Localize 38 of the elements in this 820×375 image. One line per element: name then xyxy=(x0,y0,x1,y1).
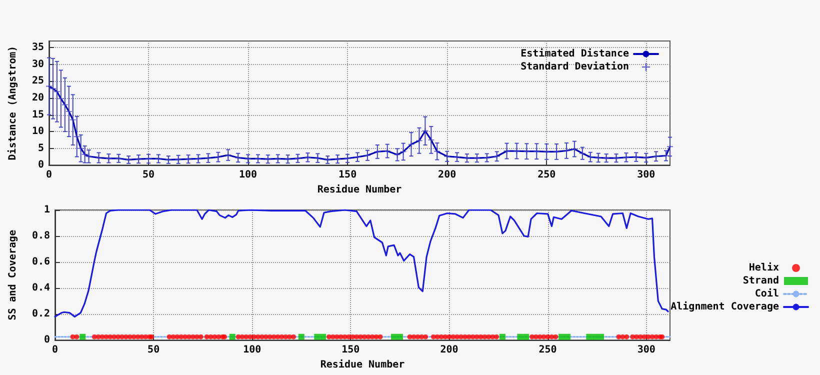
y-tick-label: 0.4 xyxy=(32,282,50,294)
y-axis-title: SS and Coverage xyxy=(8,230,18,320)
x-tick-label: 100 xyxy=(239,170,258,181)
x-axis-title: Residue Number xyxy=(320,358,405,370)
y-tick-label: 1 xyxy=(44,204,50,216)
y-tick-label: 15 xyxy=(32,109,44,120)
x-tick-label: 50 xyxy=(148,344,160,356)
y-tick-label: 0 xyxy=(44,334,50,346)
legend-label: Strand xyxy=(742,276,779,286)
x-tick-label: 0 xyxy=(52,344,58,356)
x-tick-label: 300 xyxy=(637,344,656,356)
legend-label: Coil xyxy=(754,288,779,300)
y-tick-label: 5 xyxy=(38,142,44,154)
y-axis-title: Distance (Angstrom) xyxy=(6,46,18,160)
y-tick-label: 0 xyxy=(38,160,44,171)
x-tick-label: 250 xyxy=(538,170,556,181)
y-tick-label: 0.2 xyxy=(32,308,50,320)
x-tick-label: 150 xyxy=(342,344,360,356)
x-tick-label: 300 xyxy=(637,170,656,181)
y-tick-label: 0.6 xyxy=(32,256,50,268)
x-tick-label: 200 xyxy=(438,170,456,181)
y-tick-label: 0.8 xyxy=(32,230,50,242)
legend-label: Alignment Coverage xyxy=(670,300,779,312)
x-tick-label: 50 xyxy=(142,170,155,181)
y-tick-label: 20 xyxy=(32,92,44,104)
legend-label: Standard Deviation xyxy=(520,60,629,72)
x-tick-label: 250 xyxy=(538,344,557,356)
x-tick-label: 100 xyxy=(243,344,262,356)
x-axis-title: Residue Number xyxy=(317,184,402,196)
x-tick-label: 150 xyxy=(338,170,357,181)
y-tick-label: 30 xyxy=(32,58,44,70)
legend-label: Estimated Distance xyxy=(520,48,629,60)
line-series xyxy=(54,209,669,318)
y-tick-label: 10 xyxy=(32,126,44,138)
legend-label: Helix xyxy=(748,262,779,274)
x-tick-label: 200 xyxy=(440,344,458,356)
y-tick-label: 35 xyxy=(32,42,44,54)
y-tick-label: 25 xyxy=(32,76,44,87)
